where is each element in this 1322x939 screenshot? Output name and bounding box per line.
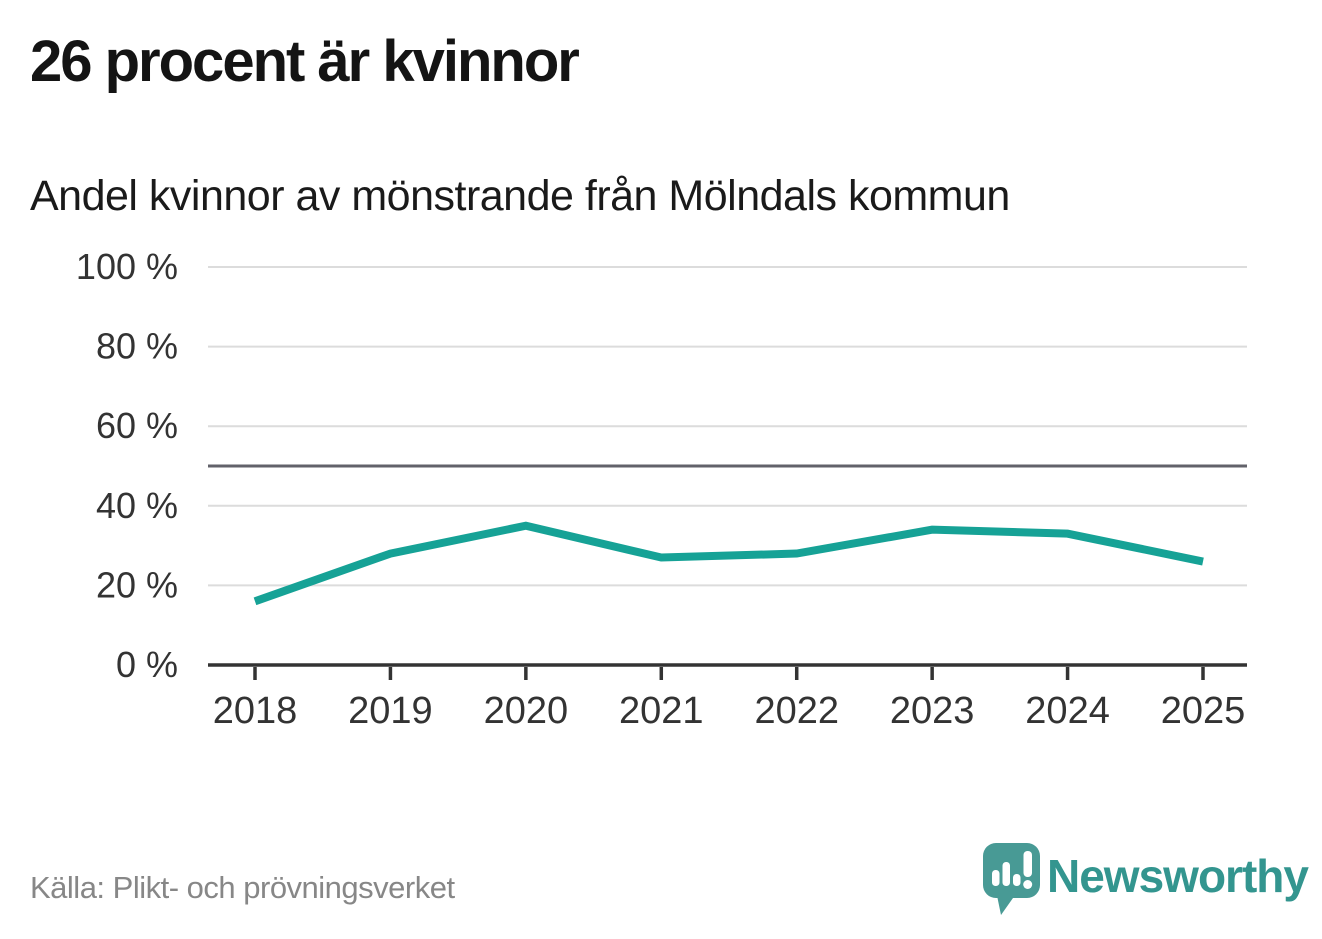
x-tick-label: 2022 (754, 690, 839, 732)
y-tick-label: 60 % (96, 405, 178, 446)
x-tick-label: 2023 (890, 690, 975, 732)
newsworthy-wordmark: Newsworthy (1047, 850, 1309, 902)
bar-icon (992, 870, 1000, 886)
bar-icon (1002, 862, 1010, 886)
bar-icon (1013, 874, 1021, 886)
chart-area: 2018 2019 2020 2021 2022 2023 2024 2025 0 % 20 % 4… (0, 230, 1322, 770)
y-tick-label: 20 % (96, 564, 178, 605)
x-tick-label: 2019 (348, 690, 433, 732)
source-note: Källa: Plikt- och prövningsverket (30, 870, 455, 905)
newsworthy-logo: Newsworthy (983, 843, 1309, 918)
x-tick-label: 2018 (213, 690, 298, 732)
y-tick-label: 80 % (96, 326, 178, 367)
data-line (253, 521, 1204, 606)
exclamation-dot (1023, 880, 1033, 889)
x-tick-label: 2024 (1025, 690, 1110, 732)
line-chart: 2018 2019 2020 2021 2022 2023 2024 2025 0 % 20 % 4… (76, 246, 1247, 732)
x-tick-label: 2021 (619, 690, 704, 732)
y-tick-label: 40 % (96, 485, 178, 526)
chart-title: 26 procent är kvinnor (30, 29, 580, 94)
y-tick-label: 0 % (116, 644, 178, 685)
newsworthy-logo-icon (983, 843, 1040, 915)
x-tick-label: 2020 (484, 690, 569, 732)
x-tick-label: 2025 (1161, 690, 1246, 732)
exclamation-icon (1023, 851, 1032, 877)
y-tick-label: 100 % (76, 246, 178, 287)
chart-subtitle: Andel kvinnor av mönstrande från Mölndal… (30, 172, 1010, 220)
